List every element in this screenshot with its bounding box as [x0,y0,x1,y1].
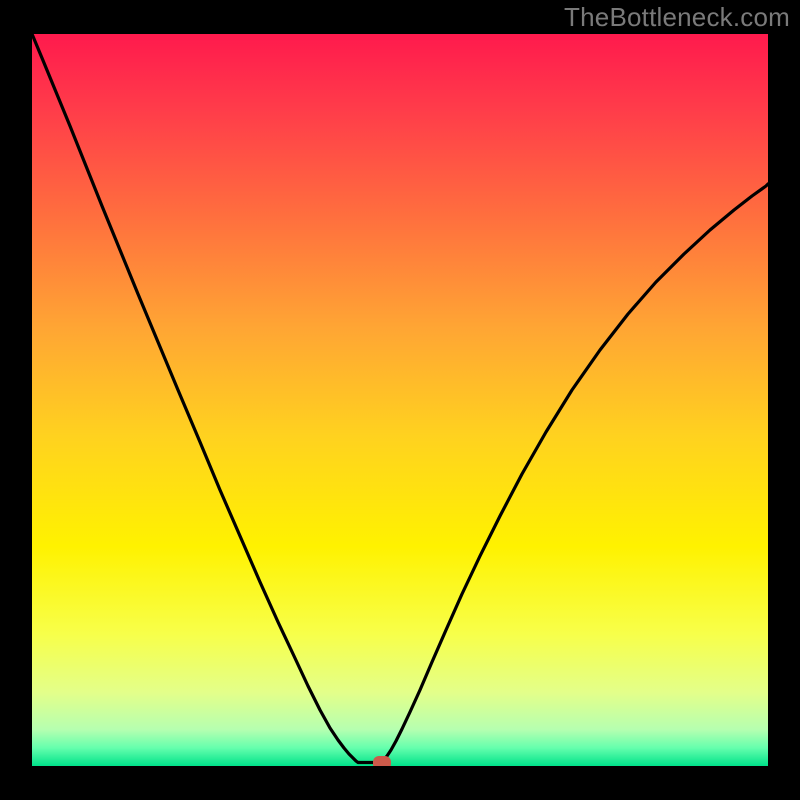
watermark-text: TheBottleneck.com [564,2,790,33]
chart-background [32,34,768,766]
chart-frame: TheBottleneck.com [0,0,800,800]
bottleneck-chart [32,34,768,766]
optimal-point-marker [373,756,391,766]
